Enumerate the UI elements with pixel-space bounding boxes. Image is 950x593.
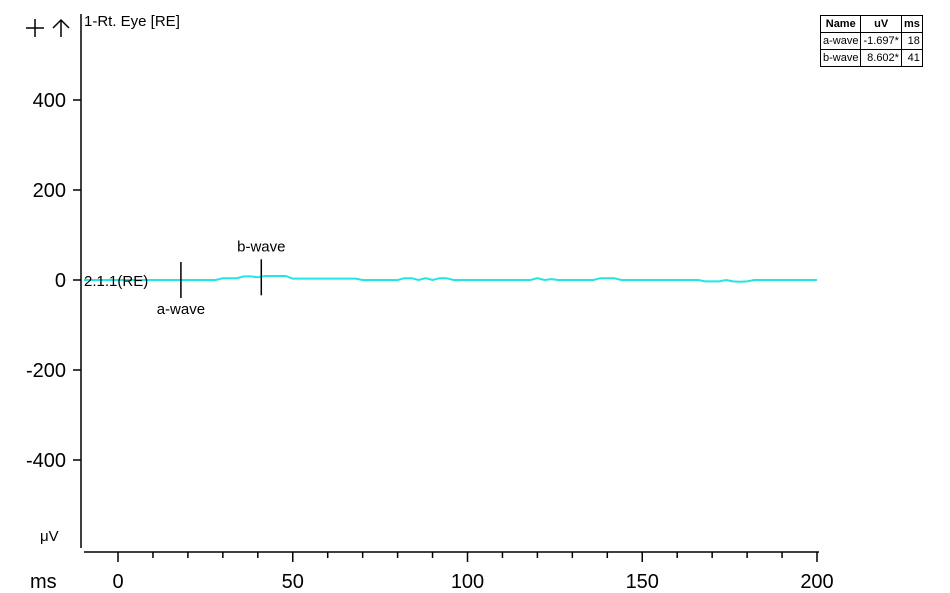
table-row: a-wave -1.697* 18 bbox=[819, 32, 923, 50]
x-tick-label: 150 bbox=[626, 571, 659, 593]
y-axis-ticks: 400 200 0 -200 -400 bbox=[26, 90, 81, 472]
y-tick-label: 0 bbox=[55, 270, 66, 292]
cell-ms: 18 bbox=[900, 32, 923, 50]
cell-ms: 41 bbox=[900, 49, 923, 67]
cell-uv: 8.602* bbox=[860, 49, 902, 67]
traces bbox=[84, 274, 817, 283]
y-tick-label: 400 bbox=[33, 90, 66, 112]
x-tick-label: 0 bbox=[112, 571, 123, 593]
wave-marker-label: b-wave bbox=[237, 238, 285, 255]
cell-uv: -1.697* bbox=[860, 32, 902, 50]
results-table: Name uV ms a-wave -1.697* 18 b-wave 8.60… bbox=[819, 15, 923, 67]
series-trace bbox=[84, 274, 817, 283]
x-tick-label: 200 bbox=[800, 571, 833, 593]
cell-name: b-wave bbox=[819, 49, 862, 67]
y-tick-label: -400 bbox=[26, 450, 66, 472]
y-tick-label: 200 bbox=[33, 180, 66, 202]
y-axis-label: μV bbox=[40, 528, 59, 545]
table-row: b-wave 8.602* 41 bbox=[819, 49, 923, 67]
x-axis-ticks: 0 50 100 150 200 bbox=[112, 552, 834, 593]
cell-name: a-wave bbox=[819, 32, 862, 50]
col-header-name: Name bbox=[819, 15, 862, 33]
y-tick-label: -200 bbox=[26, 360, 66, 382]
col-header-uv: uV bbox=[860, 15, 902, 33]
x-axis-label: ms bbox=[30, 571, 57, 593]
plus-icon[interactable] bbox=[26, 19, 44, 37]
x-tick-label: 100 bbox=[451, 571, 484, 593]
up-arrow-icon[interactable] bbox=[52, 18, 70, 37]
series-label: 2.1.1(RE) bbox=[84, 273, 148, 290]
wave-markers: a-wave b-wave bbox=[157, 238, 286, 318]
x-tick-label: 50 bbox=[282, 571, 304, 593]
chart-title: 1-Rt. Eye [RE] bbox=[84, 13, 180, 30]
wave-marker-label: a-wave bbox=[157, 301, 205, 318]
results-header-row: Name uV ms bbox=[819, 15, 923, 33]
col-header-ms: ms bbox=[900, 15, 923, 33]
